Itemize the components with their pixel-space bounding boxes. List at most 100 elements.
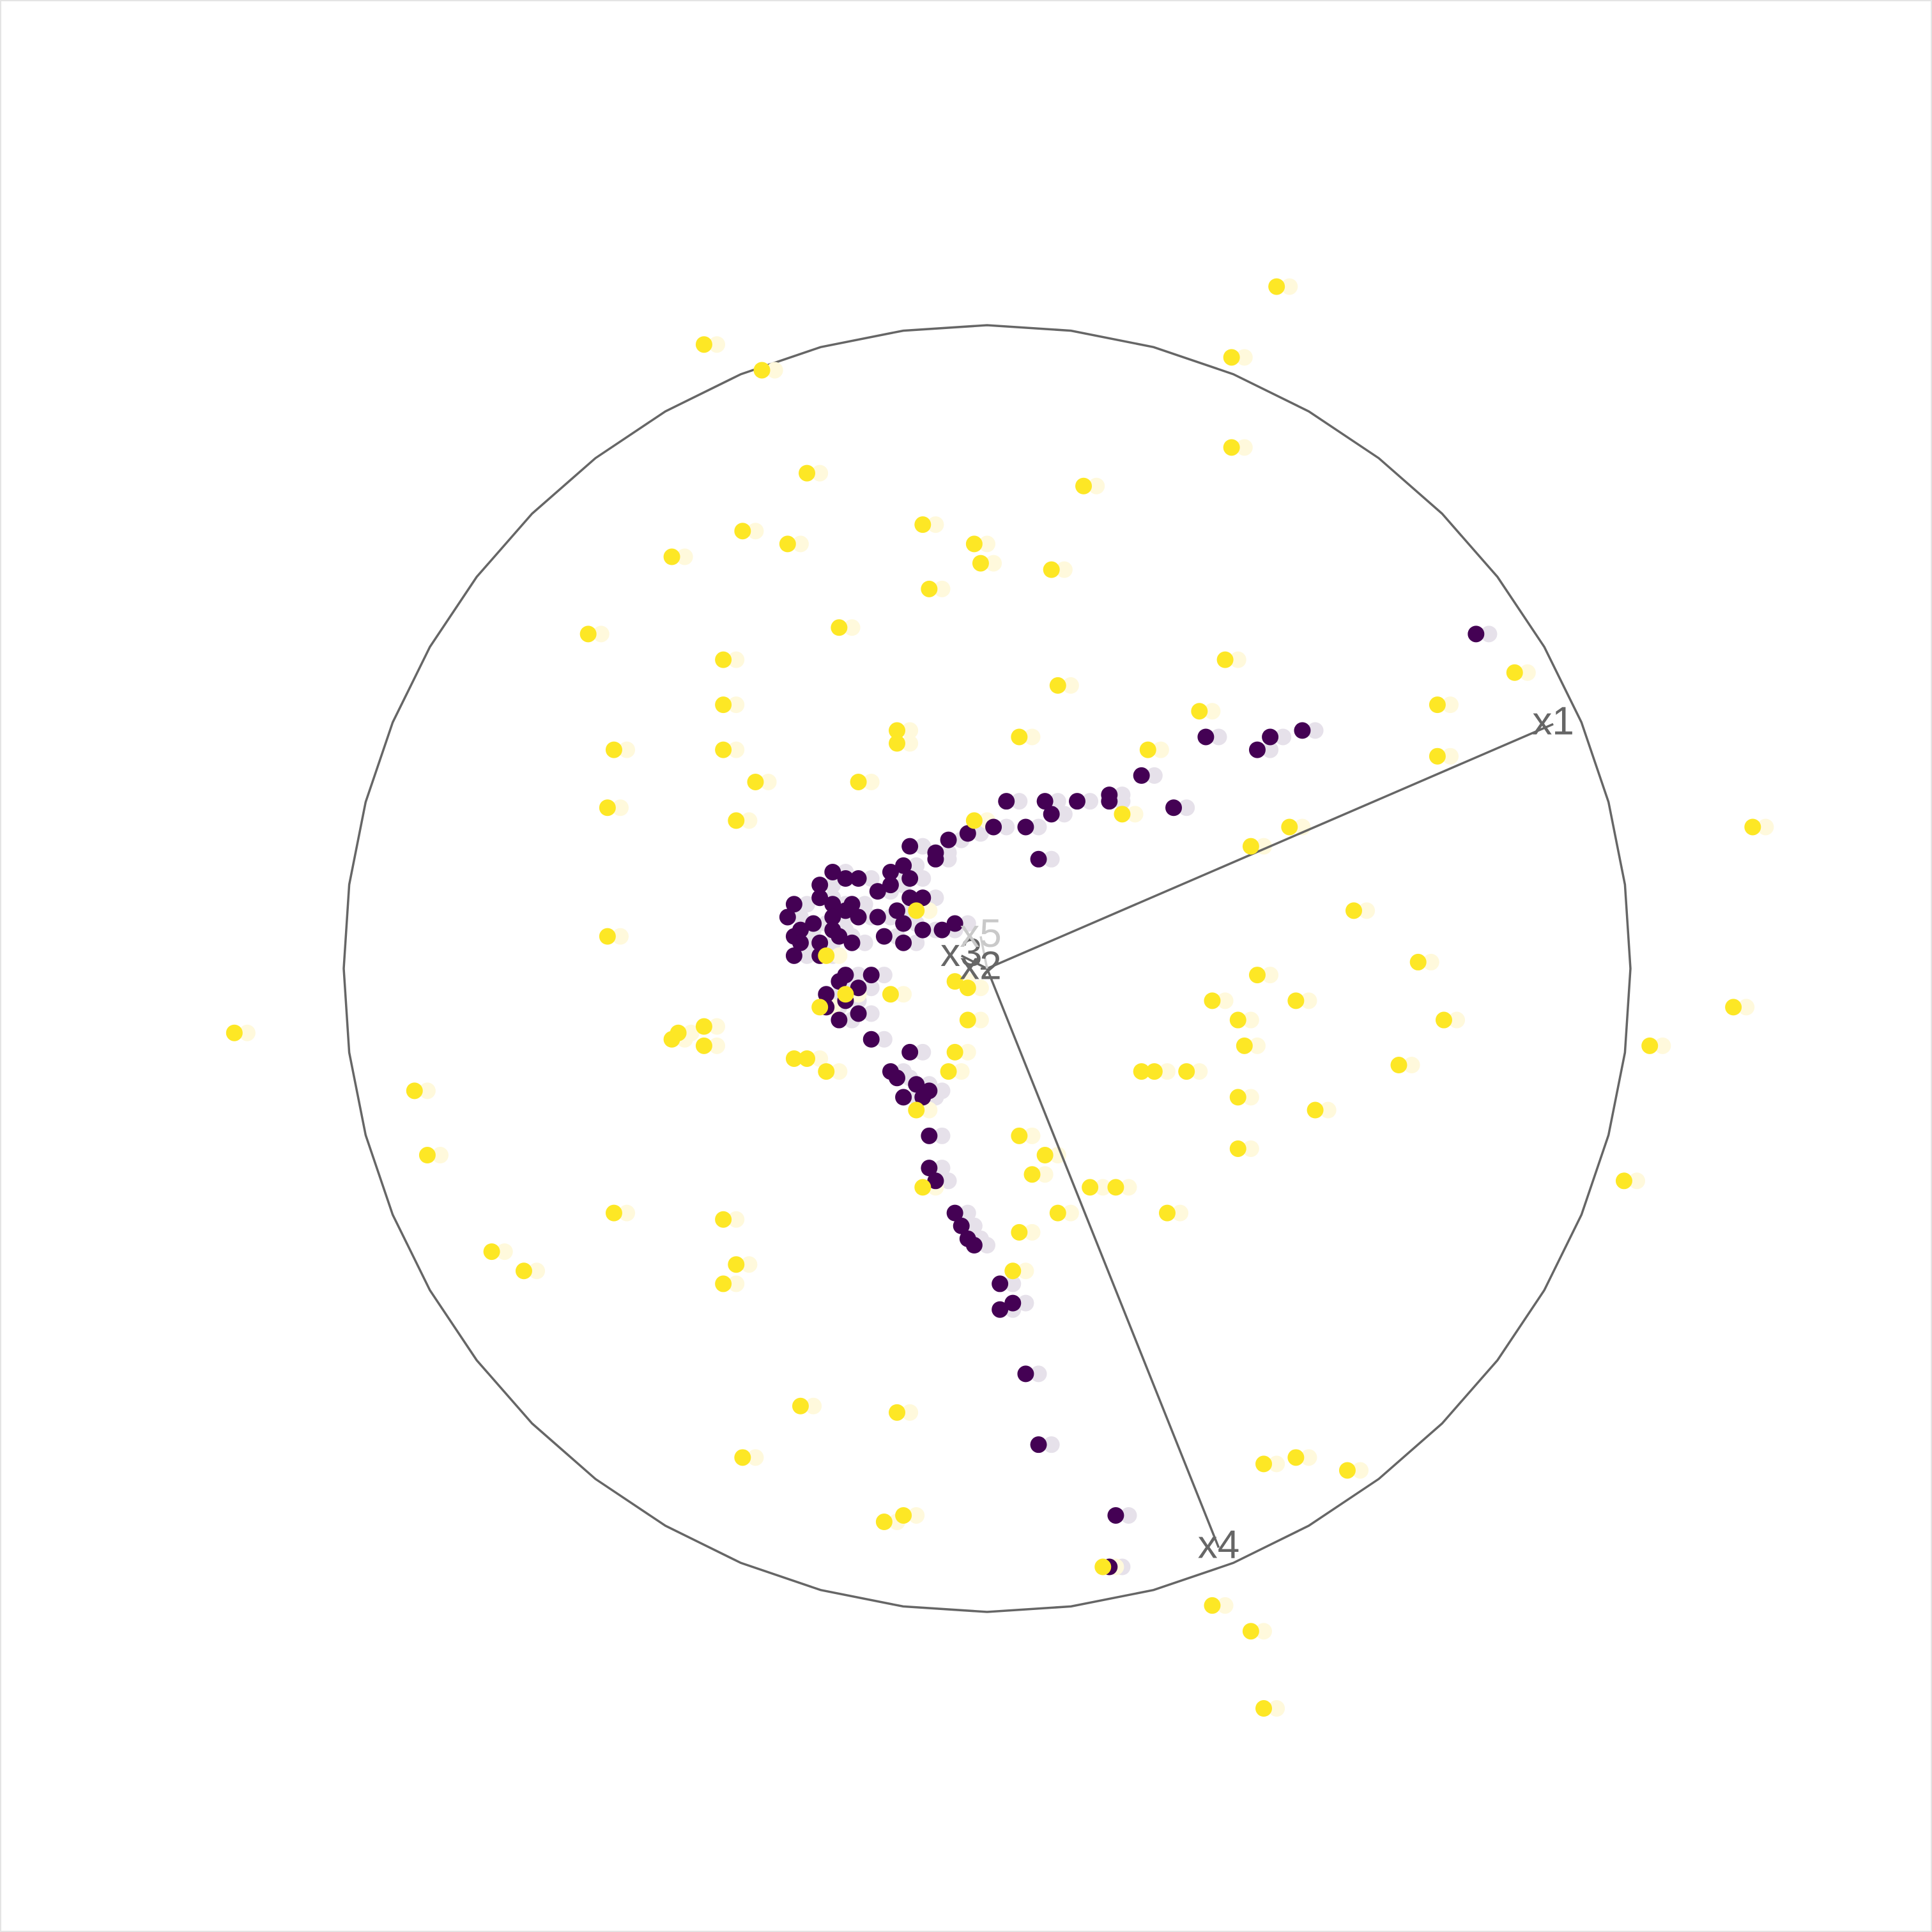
data-point-class_0 [901, 889, 919, 907]
data-point-class_0 [933, 921, 951, 939]
data-point-class_1 [908, 902, 925, 919]
axis-line-x3 [960, 954, 988, 970]
ghost-point-class_1 [901, 1404, 919, 1421]
ghost-point-class_1 [1281, 278, 1298, 295]
data-point-class_1 [483, 1243, 500, 1261]
ghost-point-class_1 [496, 1243, 513, 1261]
ghost-point-class_1 [972, 979, 989, 997]
data-point-class_1 [837, 986, 854, 1003]
data-point-class_1 [965, 535, 983, 553]
ghost-point-class_1 [1422, 953, 1439, 970]
ghost-point-class_1 [1023, 1223, 1041, 1241]
ghost-point-class_1 [1358, 902, 1376, 919]
ghost-point-class_1 [953, 1063, 970, 1080]
data-point-class_0 [850, 1005, 867, 1022]
data-point-class_1 [1075, 477, 1092, 494]
data-point-class_1 [1049, 1204, 1066, 1222]
data-point-class_1 [1255, 1455, 1273, 1473]
ghost-point-class_1 [1094, 1179, 1112, 1196]
ghost-point-class_1 [740, 1256, 758, 1273]
data-point-class_1 [921, 580, 938, 597]
ghost-point-class_0 [1017, 1294, 1034, 1312]
data-point-class_0 [1017, 1365, 1034, 1383]
data-point-class_1 [1146, 1063, 1163, 1080]
ghost-point-class_0 [908, 934, 925, 951]
data-point-class_0 [824, 896, 841, 913]
data-point-class_0 [1248, 741, 1266, 758]
data-point-class_0 [869, 908, 886, 926]
ghost-point-class_1 [985, 555, 1002, 572]
ghost-point-class_1 [908, 1506, 925, 1524]
data-point-class_0 [908, 1076, 925, 1093]
data-point-class_1 [1229, 1140, 1246, 1157]
ghost-point-class_1 [927, 516, 944, 533]
ghost-point-class_1 [901, 722, 919, 739]
ghost-point-class_0 [933, 1160, 951, 1177]
data-point-class_0 [779, 908, 796, 926]
ghost-point-class_1 [933, 580, 951, 597]
ghost-point-class_0 [1043, 1436, 1060, 1453]
data-point-class_1 [1248, 967, 1266, 984]
ghost-point-class_1 [592, 625, 610, 643]
data-point-class_0 [869, 883, 886, 900]
ghost-point-class_1 [1049, 1147, 1066, 1164]
ghost-point-class_0 [1030, 818, 1047, 836]
data-point-class_0 [889, 902, 906, 919]
data-point-class_1 [728, 1256, 745, 1273]
ghost-point-class_1 [1236, 349, 1253, 366]
data-point-class_1 [747, 773, 764, 790]
data-point-class_1 [1268, 278, 1285, 295]
ghost-point-class_1 [1268, 1700, 1285, 1717]
data-point-class_1 [1615, 1172, 1632, 1190]
data-point-class_1 [1242, 1623, 1259, 1640]
data-point-class_0 [805, 915, 822, 932]
data-point-class_0 [811, 934, 829, 951]
data-point-class_0 [843, 934, 861, 951]
ghost-point-class_1 [792, 535, 809, 553]
ghost-point-class_1 [612, 799, 629, 816]
ghost-point-class_1 [1519, 664, 1536, 681]
ghost-point-class_1 [1062, 1204, 1079, 1222]
data-point-class_1 [882, 986, 899, 1003]
data-point-class_1 [753, 362, 770, 379]
data-point-class_1 [1744, 818, 1761, 836]
data-point-class_1 [599, 928, 616, 945]
data-point-class_1 [818, 1063, 835, 1080]
ghost-point-class_1 [1738, 999, 1755, 1016]
ghost-point-class_0 [914, 870, 931, 887]
data-point-class_1 [1139, 741, 1156, 758]
ghost-point-class_0 [914, 1043, 931, 1061]
data-point-class_1 [715, 1275, 732, 1292]
data-point-class_1 [1229, 1011, 1246, 1029]
data-point-class_0 [831, 1011, 848, 1029]
data-point-class_0 [901, 1043, 919, 1061]
data-point-class_1 [579, 625, 597, 643]
ghost-point-class_0 [862, 979, 880, 997]
data-point-class_1 [226, 1024, 243, 1041]
data-point-class_0 [824, 863, 841, 880]
ghost-point-class_1 [921, 1101, 938, 1119]
data-point-class_1 [965, 812, 983, 829]
data-point-class_0 [889, 1070, 906, 1087]
data-point-class_1 [1345, 902, 1362, 919]
ghost-point-class_0 [1480, 625, 1498, 643]
data-point-class_1 [1036, 1147, 1054, 1164]
data-point-class_0 [837, 902, 854, 919]
ghost-point-class_1 [728, 1275, 745, 1292]
data-point-class_1 [1255, 1700, 1273, 1717]
ghost-point-class_0 [1178, 799, 1195, 816]
ghost-point-class_0 [1307, 722, 1324, 739]
ghost-point-class_1 [843, 619, 861, 636]
ghost-point-class_1 [740, 812, 758, 829]
data-point-class_0 [992, 1301, 1009, 1318]
ghost-point-class_1 [728, 1211, 745, 1228]
data-point-class_1 [1409, 953, 1427, 970]
data-point-class_0 [1197, 728, 1215, 746]
data-point-class_1 [1287, 992, 1305, 1009]
data-point-class_1 [406, 1082, 423, 1100]
ghost-point-class_1 [1300, 1449, 1317, 1466]
data-point-class_0 [1036, 793, 1054, 810]
data-point-class_0 [1030, 1436, 1047, 1453]
